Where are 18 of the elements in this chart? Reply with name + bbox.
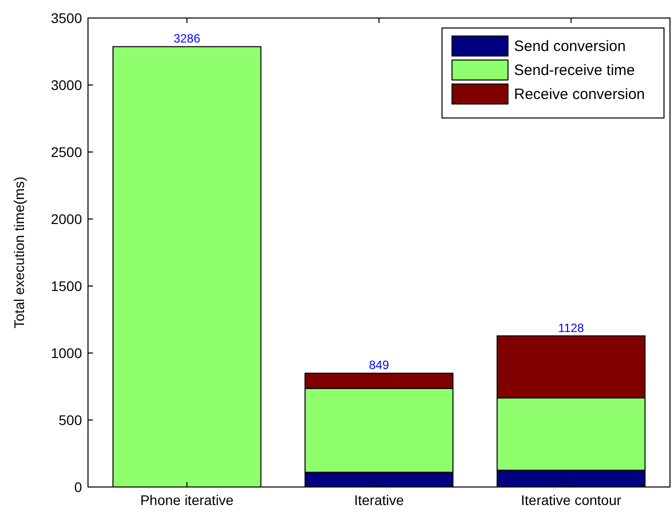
y-axis-title: Total execution time(ms)	[11, 176, 27, 328]
y-tick-label: 2500	[50, 144, 82, 160]
legend-label: Receive conversion	[514, 86, 645, 103]
legend-label: Send conversion	[514, 38, 626, 55]
y-tick-label: 1500	[50, 278, 82, 294]
total-label: 1128	[558, 320, 584, 335]
total-label: 3286	[174, 32, 201, 46]
x-tick-label: Iterative contour	[520, 492, 622, 508]
y-tick-label: 1000	[50, 345, 82, 361]
y-tick-label: 0	[74, 479, 82, 495]
y-tick-label: 500	[58, 412, 82, 428]
total-label: 849	[368, 358, 390, 372]
y-tick-label: 3000	[50, 77, 82, 93]
y-tick-label: 3500	[50, 10, 82, 26]
x-tick-label: Iterative	[354, 492, 404, 508]
x-tick-label: Phone iterative	[140, 492, 234, 508]
legend-label: Send-receive time	[514, 62, 635, 79]
y-tick-label: 2000	[50, 211, 82, 227]
